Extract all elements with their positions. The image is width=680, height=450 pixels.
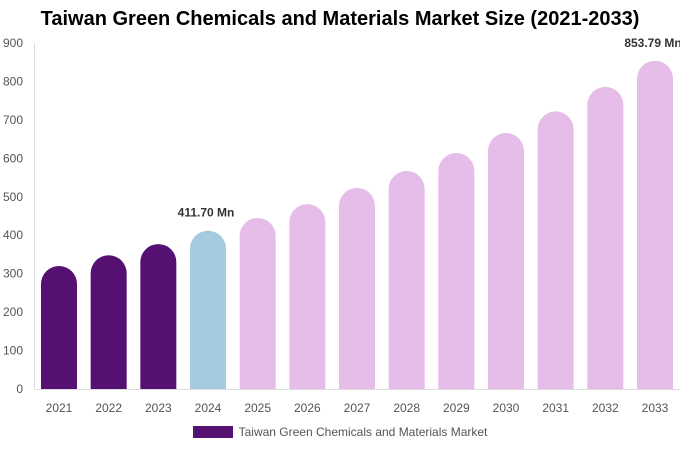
bar-2027 [339,187,375,389]
x-tick-label: 2021 [46,401,73,415]
y-tick-label: 200 [3,305,23,319]
legend-swatch [192,426,233,438]
bar-2032 [587,86,624,390]
chart-title: Taiwan Green Chemicals and Materials Mar… [40,8,640,30]
bar-2030 [488,132,524,389]
bar-2031 [537,111,574,390]
data-label-2033: 853.79 Mn [624,36,680,50]
bar-2026 [289,204,326,389]
x-tick-label: 2032 [592,401,619,415]
x-tick-label: 2026 [294,401,321,415]
x-tick-label: 2031 [542,401,569,415]
bar-2029 [438,152,475,389]
bar-2025 [239,217,276,389]
bar-2023 [140,244,177,389]
data-label-2024: 411.70 Mn [178,206,235,220]
x-tick-label: 2028 [393,401,420,415]
bar-2028 [388,171,425,389]
y-tick-label: 500 [3,190,23,204]
y-tick-label: 400 [3,228,23,242]
y-tick-label: 700 [3,113,23,127]
x-tick-label: 2022 [95,401,122,415]
bar-2022 [90,255,127,389]
legend-label: Taiwan Green Chemicals and Materials Mar… [238,425,488,439]
y-tick-label: 300 [3,267,23,281]
x-tick-label: 2030 [493,401,520,415]
y-tick-label: 600 [3,151,23,165]
y-tick-label: 0 [16,382,23,396]
x-tick-label: 2029 [443,401,470,415]
x-tick-label: 2027 [344,401,371,415]
y-tick-label: 100 [3,344,23,358]
legend: Taiwan Green Chemicals and Materials Mar… [0,425,680,439]
y-tick-label: 800 [3,74,23,88]
x-tick-label: 2023 [145,401,172,415]
bar-2021 [41,265,77,389]
bar-2024 [190,230,226,389]
bar-2033 [637,60,673,390]
x-tick-label: 2025 [244,401,271,415]
y-tick-label: 900 [3,36,23,50]
x-tick-label: 2033 [642,401,669,415]
x-tick-label: 2024 [195,401,222,415]
